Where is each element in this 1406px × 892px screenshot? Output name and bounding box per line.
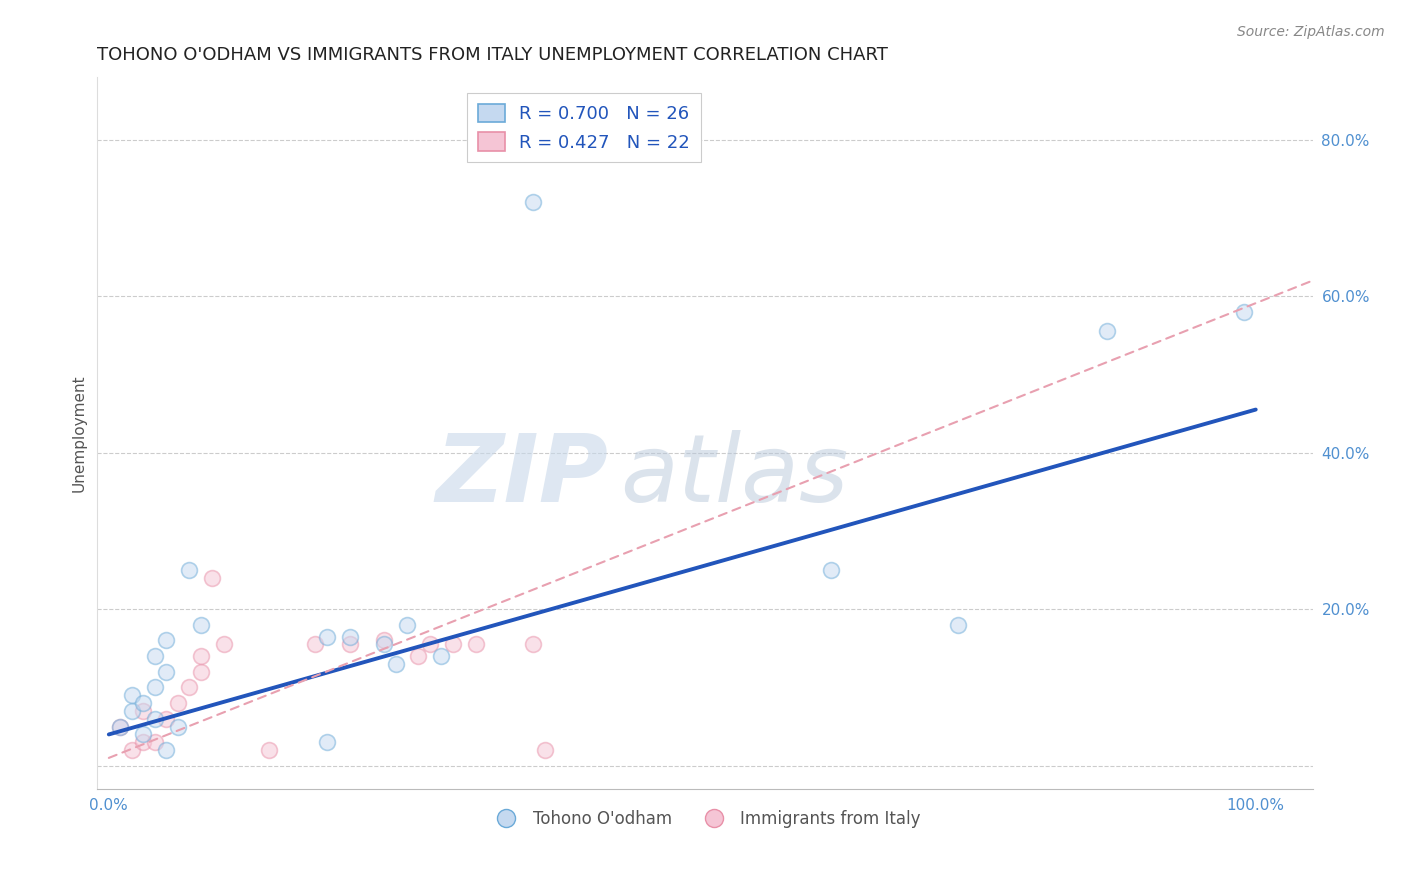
Point: [533, 743, 555, 757]
Point: [155, 712, 177, 726]
Point: [155, 743, 177, 757]
Point: [132, 704, 155, 718]
Point: [121, 743, 143, 757]
Point: [190, 665, 212, 679]
Y-axis label: Unemployment: Unemployment: [72, 375, 86, 491]
Text: Source: ZipAtlas.com: Source: ZipAtlas.com: [1237, 25, 1385, 39]
Legend: Tohono O'odham, Immigrants from Italy: Tohono O'odham, Immigrants from Italy: [482, 803, 928, 834]
Point: [430, 649, 453, 664]
Point: [408, 649, 430, 664]
Point: [373, 637, 395, 651]
Point: [143, 681, 166, 695]
Point: [201, 571, 224, 585]
Point: [155, 665, 177, 679]
Text: TOHONO O'ODHAM VS IMMIGRANTS FROM ITALY UNEMPLOYMENT CORRELATION CHART: TOHONO O'ODHAM VS IMMIGRANTS FROM ITALY …: [97, 46, 889, 64]
Point: [132, 696, 155, 710]
Point: [155, 633, 177, 648]
Point: [522, 637, 544, 651]
Point: [441, 637, 464, 651]
Point: [946, 617, 969, 632]
Point: [143, 735, 166, 749]
Point: [132, 727, 155, 741]
Point: [522, 195, 544, 210]
Point: [395, 617, 418, 632]
Point: [143, 649, 166, 664]
Text: atlas: atlas: [620, 430, 848, 521]
Point: [143, 712, 166, 726]
Point: [419, 637, 441, 651]
Point: [177, 681, 200, 695]
Point: [132, 735, 155, 749]
Point: [190, 649, 212, 664]
Point: [166, 720, 188, 734]
Point: [212, 637, 235, 651]
Point: [259, 743, 281, 757]
Point: [121, 704, 143, 718]
Point: [304, 637, 326, 651]
Point: [464, 637, 486, 651]
Point: [166, 696, 188, 710]
Text: ZIP: ZIP: [434, 430, 607, 522]
Point: [373, 633, 395, 648]
Point: [177, 563, 200, 577]
Point: [1233, 304, 1256, 318]
Point: [339, 637, 361, 651]
Point: [315, 630, 337, 644]
Point: [1095, 324, 1118, 338]
Point: [190, 617, 212, 632]
Point: [820, 563, 842, 577]
Point: [384, 657, 406, 671]
Point: [339, 630, 361, 644]
Point: [110, 720, 132, 734]
Point: [315, 735, 337, 749]
Point: [121, 688, 143, 702]
Point: [110, 720, 132, 734]
